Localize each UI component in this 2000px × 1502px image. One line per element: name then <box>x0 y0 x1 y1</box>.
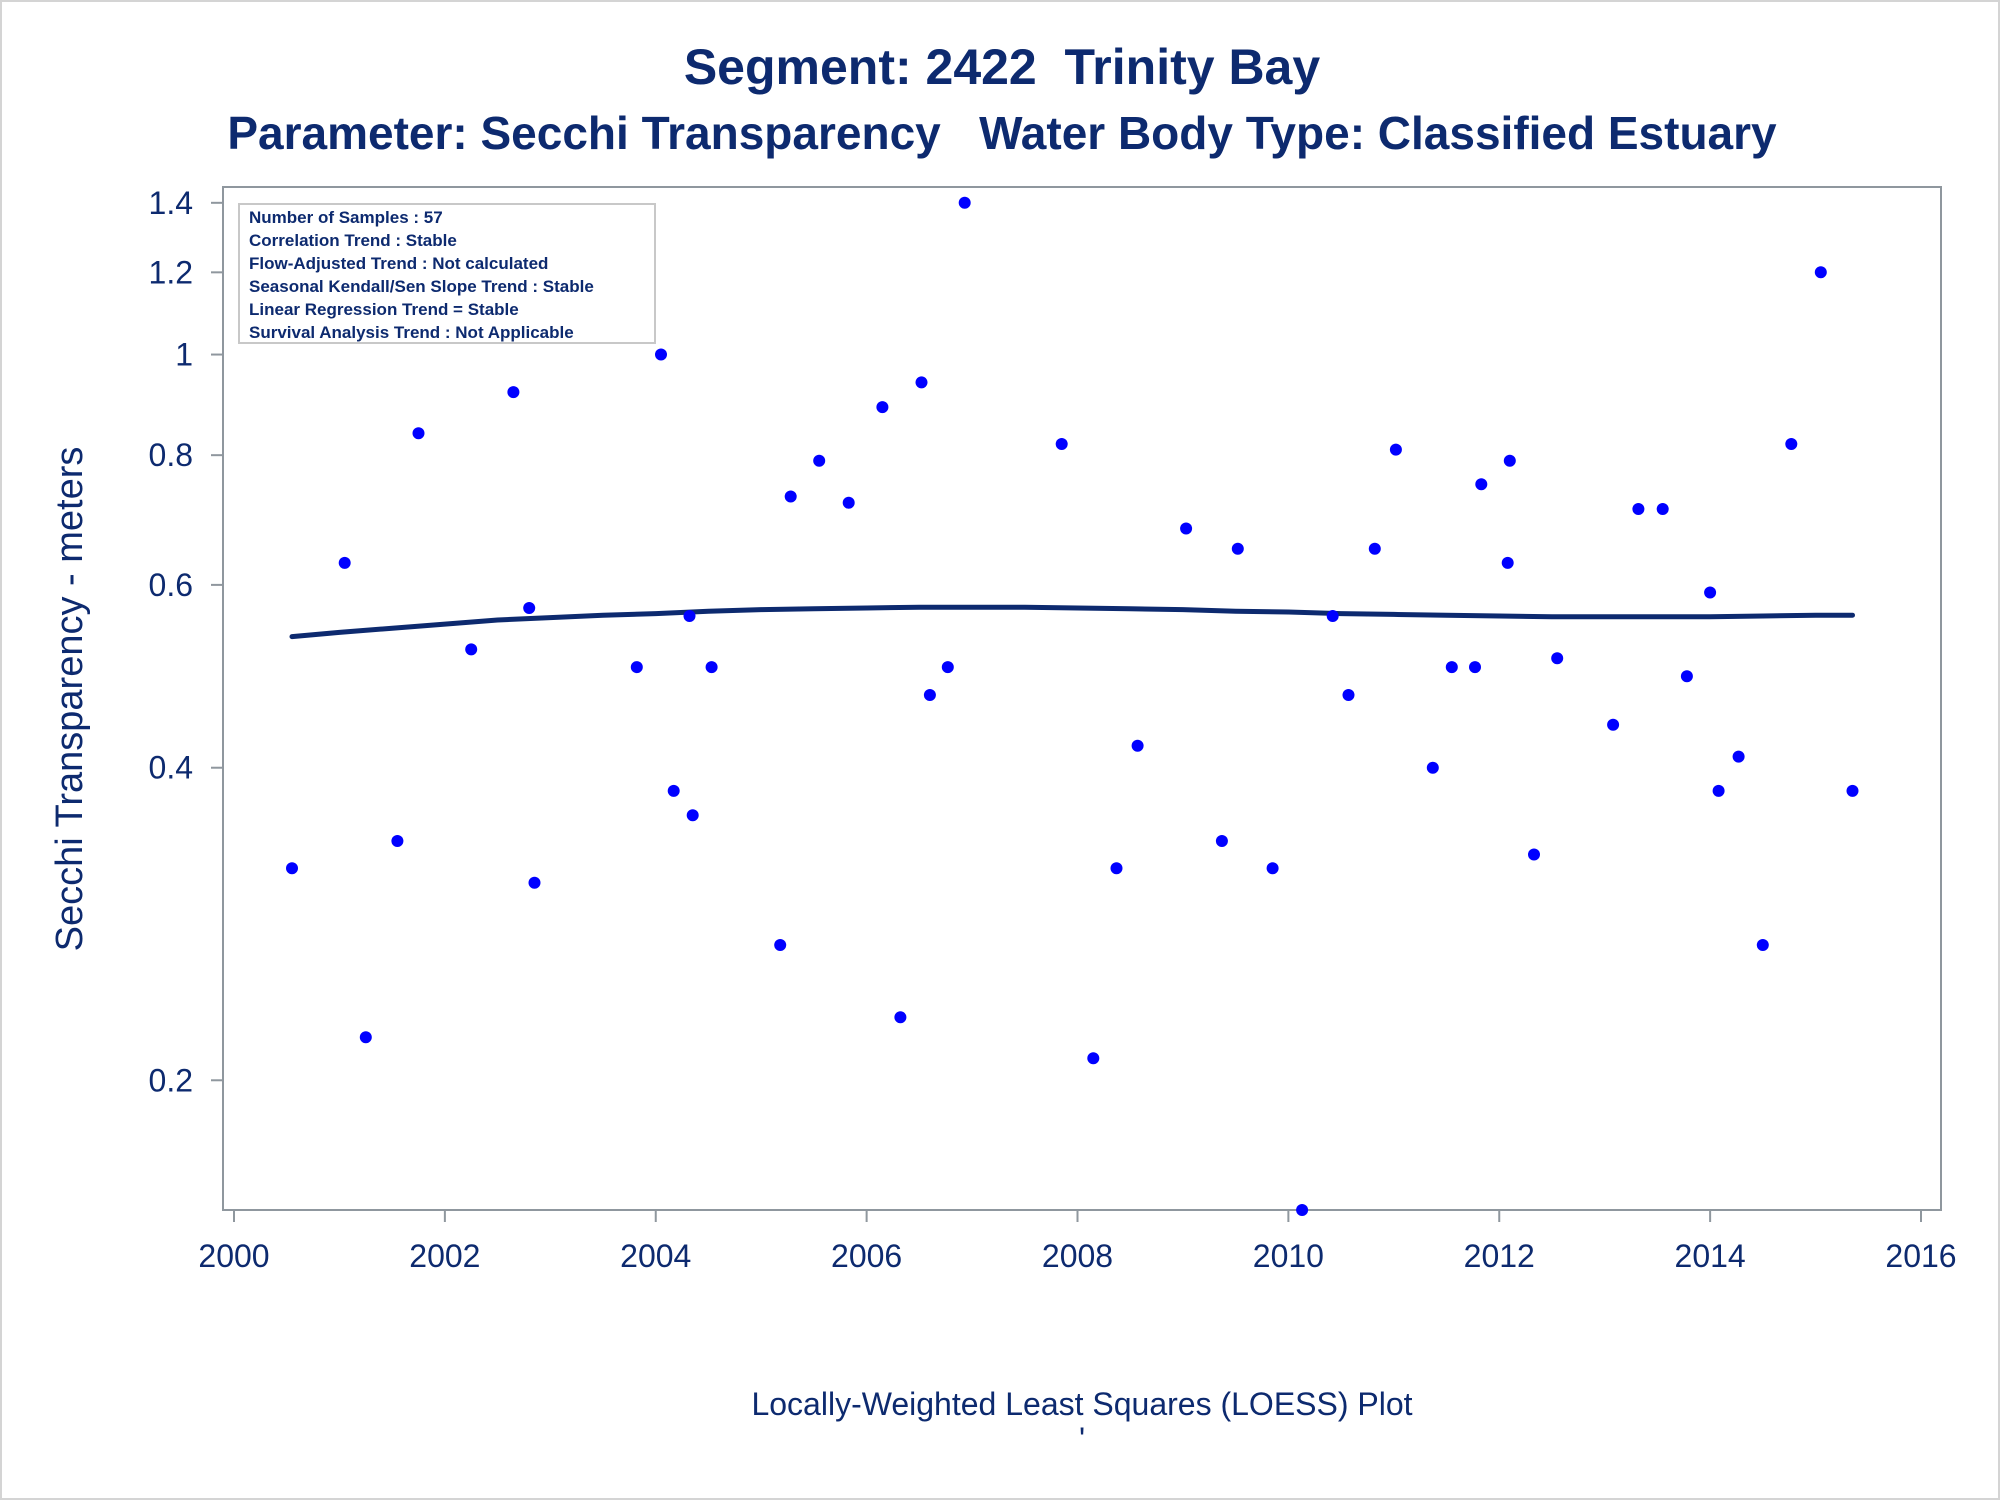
y-tick-label: 1.4 <box>149 185 193 221</box>
data-point <box>683 610 696 622</box>
data-point <box>1814 266 1827 279</box>
data-point <box>1680 670 1693 683</box>
data-point <box>1704 586 1717 599</box>
data-point <box>1087 1052 1100 1065</box>
data-point <box>1469 661 1481 674</box>
data-point <box>523 602 536 614</box>
data-point <box>1266 862 1279 875</box>
data-point <box>1712 784 1725 797</box>
data-point <box>813 454 826 467</box>
y-axis: 0.2 0.4 0.6 0.8 1 1.2 1.4 <box>149 185 223 1098</box>
info-box-line: Correlation Trend : Stable <box>249 231 457 250</box>
data-point <box>876 401 889 414</box>
data-point <box>1215 835 1228 847</box>
footnote-mark: ' <box>1079 1421 1085 1457</box>
data-point <box>465 643 478 656</box>
data-point <box>338 556 351 569</box>
data-point <box>923 689 936 701</box>
data-point <box>1426 761 1439 774</box>
data-point <box>1326 610 1339 622</box>
y-tick-label: 1.2 <box>149 254 193 290</box>
data-point <box>1445 661 1458 674</box>
y-axis-label: Secchi Transparency - meters <box>49 447 91 952</box>
x-tick-label: 2000 <box>198 1238 269 1274</box>
data-point <box>842 496 855 509</box>
data-point <box>1528 848 1540 861</box>
data-point <box>1756 939 1769 951</box>
data-point <box>507 386 520 399</box>
data-point <box>784 490 797 503</box>
data-point <box>286 862 298 875</box>
x-tick-label: 2006 <box>831 1238 902 1274</box>
data-point <box>958 196 971 209</box>
data-point <box>915 376 928 389</box>
loess-line <box>289 604 1855 640</box>
y-tick-label: 0.4 <box>149 750 193 786</box>
data-point <box>667 784 680 797</box>
data-point <box>1055 438 1068 450</box>
data-point <box>1368 542 1381 555</box>
data-point <box>705 661 718 674</box>
data-point <box>1656 503 1669 515</box>
data-point <box>1231 542 1244 555</box>
info-box: Number of Samples : 57 Correlation Trend … <box>238 203 656 344</box>
info-box-line: Survival Analysis Trend : Not Applicable <box>249 323 574 342</box>
data-point <box>1846 784 1859 797</box>
x-tick-label: 2016 <box>1885 1238 1956 1274</box>
plot-marks <box>286 196 1859 1216</box>
chart-subtitle: Parameter: Secchi Transparency Water Bod… <box>227 107 1777 159</box>
info-box-line: Flow-Adjusted Trend : Not calculated <box>249 254 548 273</box>
y-tick-label: 0.2 <box>149 1062 193 1098</box>
x-tick-label: 2012 <box>1464 1238 1535 1274</box>
data-point <box>1180 522 1193 535</box>
data-point <box>1607 718 1620 731</box>
data-point <box>359 1031 372 1044</box>
data-point <box>1475 478 1488 491</box>
data-point <box>391 835 404 847</box>
chart-title: Segment: 2422 Trinity Bay <box>684 39 1321 95</box>
data-point <box>655 348 667 361</box>
data-point <box>1551 652 1564 665</box>
data-point <box>1110 862 1123 875</box>
y-tick-label: 1 <box>175 337 193 373</box>
data-point <box>941 661 954 674</box>
data-point <box>528 876 541 889</box>
data-point <box>1389 443 1402 456</box>
x-tick-label: 2014 <box>1675 1238 1746 1274</box>
x-tick-label: 2004 <box>620 1238 691 1274</box>
plot-area <box>222 186 1942 1211</box>
y-tick-label: 0.8 <box>149 437 193 473</box>
data-point <box>1296 1204 1309 1216</box>
x-tick-label: 2002 <box>409 1238 480 1274</box>
data-point <box>1785 438 1798 450</box>
data-point <box>1632 503 1645 515</box>
info-box-border <box>238 203 656 344</box>
footnote: Locally-Weighted Least Squares (LOESS) P… <box>751 1386 1412 1422</box>
info-box-line: Number of Samples : 57 <box>249 208 443 227</box>
data-point <box>630 661 643 674</box>
data-point <box>1503 454 1516 467</box>
x-tick-label: 2010 <box>1253 1238 1324 1274</box>
data-point <box>686 809 699 822</box>
info-box-line: Seasonal Kendall/Sen Slope Trend : Stabl… <box>249 277 594 296</box>
x-axis: 2000 2002 2004 2006 2008 2010 2012 2014 2016 <box>198 1210 1957 1274</box>
info-box-line: Linear Regression Trend = Stable <box>249 300 519 319</box>
data-point <box>1342 689 1355 701</box>
data-point <box>412 427 425 440</box>
data-point <box>894 1011 907 1024</box>
info-box-lines: Number of Samples : 57 Correlation Trend … <box>249 208 594 342</box>
data-point <box>774 939 787 951</box>
data-point <box>1732 750 1745 763</box>
data-point <box>1131 739 1144 752</box>
y-tick-label: 0.6 <box>149 567 193 603</box>
x-tick-label: 2008 <box>1042 1238 1113 1274</box>
data-point <box>1501 556 1514 569</box>
